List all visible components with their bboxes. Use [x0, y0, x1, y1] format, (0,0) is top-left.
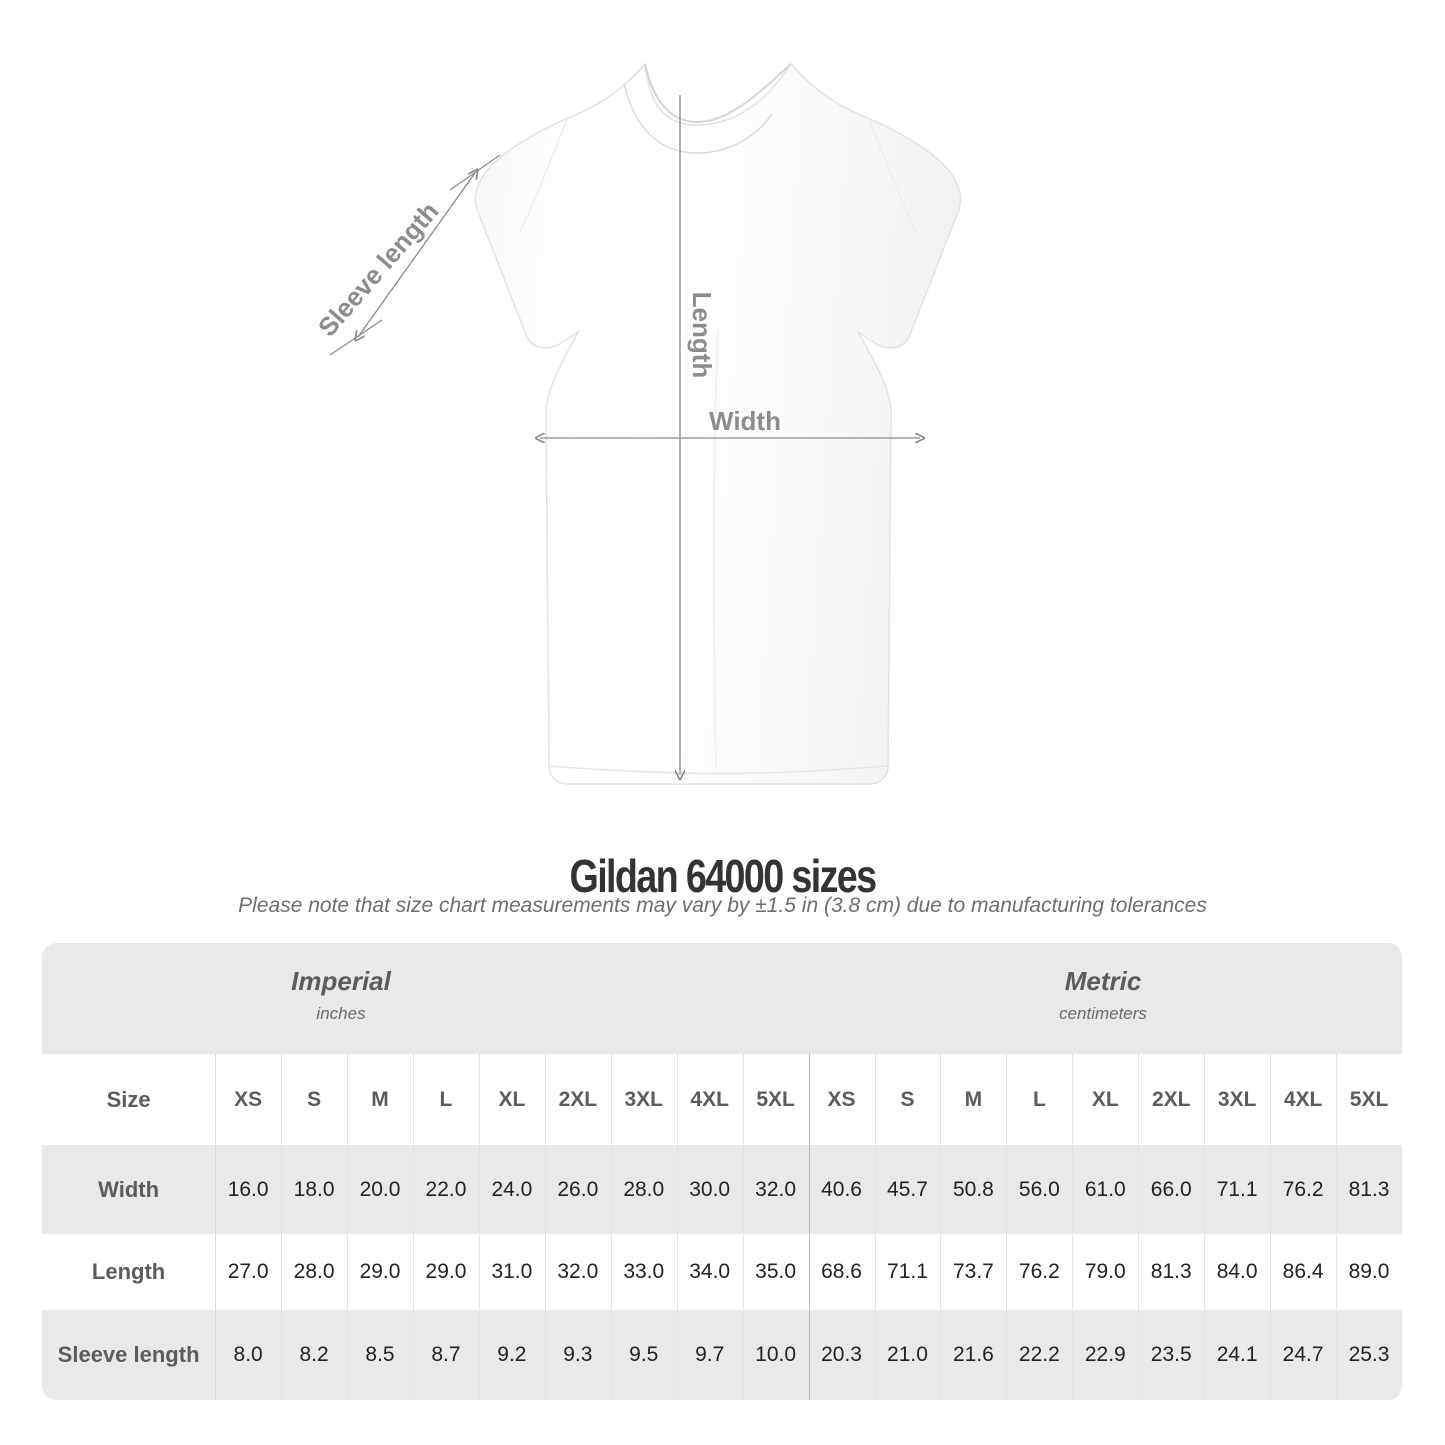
svg-text:Width: Width [709, 406, 781, 436]
svg-text:Length: Length [687, 292, 717, 379]
svg-text:Sleeve length: Sleeve length [312, 196, 445, 342]
